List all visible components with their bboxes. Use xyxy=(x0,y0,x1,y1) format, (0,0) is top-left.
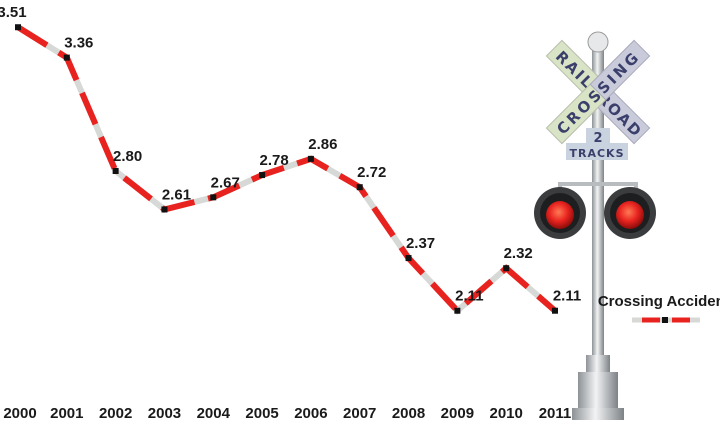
x-tick-label: 2010 xyxy=(489,405,522,422)
data-label: 3.51 xyxy=(0,4,27,21)
pole-cap xyxy=(587,31,609,53)
x-tick-label: 2004 xyxy=(197,405,231,422)
data-label: 2.11 xyxy=(455,288,483,305)
right-signal-light xyxy=(604,187,656,239)
base xyxy=(572,355,624,420)
data-label: 2.32 xyxy=(504,245,533,262)
data-label: 2.72 xyxy=(357,164,386,181)
data-label: 2.61 xyxy=(162,186,191,203)
data-point xyxy=(307,155,314,162)
data-point xyxy=(210,194,217,201)
x-tick-label: 2002 xyxy=(99,405,132,422)
x-tick-label: 2007 xyxy=(343,405,376,422)
data-point xyxy=(112,168,119,174)
data-label: 2.78 xyxy=(259,152,288,169)
data-point xyxy=(259,172,266,179)
data-label: 2.37 xyxy=(406,235,435,252)
data-label: 2.67 xyxy=(211,174,240,191)
x-tick-label: 2011 xyxy=(539,405,572,422)
data-point xyxy=(356,184,363,191)
tracks-number: 2 xyxy=(593,131,602,146)
x-tick-label: 2003 xyxy=(148,405,181,422)
data-point xyxy=(454,307,461,314)
legend: Crossing Accidents xyxy=(598,293,720,323)
left-signal-light xyxy=(534,187,586,239)
x-tick-label: 2008 xyxy=(392,405,425,422)
data-label: 2.11 xyxy=(553,288,581,305)
legend-label: Crossing Accidents xyxy=(598,293,720,310)
legend-marker xyxy=(662,317,668,323)
data-label: 3.36 xyxy=(64,35,93,52)
x-tick-label: 2001 xyxy=(50,405,83,422)
series-crossing-accidents xyxy=(16,24,557,315)
data-point xyxy=(161,206,168,213)
tracks-label: TRACKS xyxy=(569,147,624,160)
railroad-crossing-illustration: RAIL ROAD CROSSING 2 TRACKS xyxy=(534,31,656,420)
data-label: 2.80 xyxy=(113,148,142,165)
x-tick-label: 2005 xyxy=(245,405,278,422)
series-line xyxy=(16,24,557,315)
x-axis: 2000 2001 2002 2003 2004 2005 2006 2007 2008 2009… xyxy=(3,405,571,422)
data-point xyxy=(15,24,21,31)
data-point xyxy=(405,255,412,262)
data-point xyxy=(63,54,70,61)
x-tick-label: 2000 xyxy=(3,405,36,422)
x-tick-label: 2006 xyxy=(294,405,327,422)
tracks-sign: 2 TRACKS xyxy=(566,128,628,160)
data-label: 2.86 xyxy=(308,136,337,153)
pole xyxy=(592,40,604,360)
x-tick-label: 2009 xyxy=(441,405,474,422)
data-point xyxy=(503,265,510,272)
data-point xyxy=(552,307,558,314)
